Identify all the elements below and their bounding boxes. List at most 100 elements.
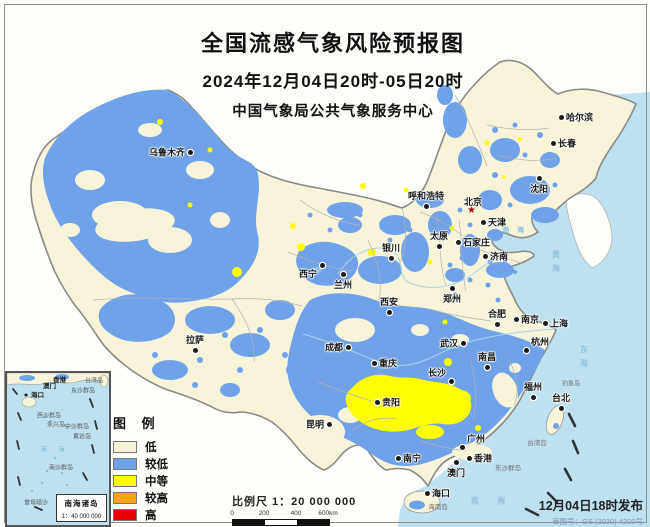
- city-label: 银川: [381, 243, 401, 253]
- sea-name-label: 南 海: [470, 496, 514, 506]
- scale-tick: 400: [290, 510, 302, 517]
- city-label: 海口: [432, 488, 451, 499]
- legend-swatch: [113, 457, 137, 470]
- publish-info: 12月04日18时发布 审图号：GS (2020) 4200号: [539, 495, 643, 527]
- city-label: 西安: [379, 297, 399, 307]
- city-label: 昆明: [305, 419, 324, 430]
- city-dot-icon: [374, 399, 380, 405]
- inset-label: 台湾岛: [85, 378, 104, 385]
- legend-item-label: 低: [145, 441, 157, 454]
- city-dot-icon: [484, 364, 490, 370]
- scale-label: 比例尺 1：20 000 000: [232, 496, 357, 508]
- scale-tick: 600km: [318, 510, 338, 517]
- legend-swatch: [113, 440, 137, 453]
- inset-label: 南沙群岛: [49, 465, 74, 472]
- city-dot-icon: [513, 316, 519, 322]
- city-label: 西宁: [298, 269, 317, 279]
- city-label: 长春: [558, 138, 577, 149]
- city-dot-icon: [187, 149, 193, 155]
- city-dot-icon: [558, 114, 564, 120]
- island-name-label: 东沙群岛: [495, 465, 521, 472]
- legend-item: 低: [113, 438, 168, 455]
- city-label: 南京: [521, 314, 540, 325]
- city-dot-icon: [459, 444, 465, 450]
- scale-bar: 比例尺 1：20 000 000 0 200 400 600km: [230, 493, 357, 526]
- city-dot-icon: [395, 455, 401, 461]
- inset-scale: 1：40 000 000: [61, 514, 102, 520]
- city-label: 哈尔滨: [566, 112, 594, 123]
- city-dot-icon: [319, 262, 325, 268]
- legend-item: 高: [113, 506, 168, 523]
- inset-label: 澳门: [43, 383, 56, 390]
- city-dot-icon: [455, 239, 461, 245]
- inset-label: 西沙群岛: [37, 413, 62, 420]
- inset-canvas: [7, 373, 109, 511]
- inset-caption-box: 南海诸岛 1：40 000 000: [56, 494, 107, 522]
- scale-segment: [265, 520, 297, 525]
- city-dot-icon: [345, 344, 351, 350]
- city-label: 乌鲁木齐: [148, 147, 185, 158]
- city-label: 上海: [550, 318, 569, 329]
- city-dot-icon: [480, 219, 486, 225]
- city-dot-icon: [482, 253, 488, 259]
- inset-label: 东沙群岛: [71, 388, 96, 395]
- inset-label: 中沙群岛: [65, 424, 90, 431]
- city-label: 太原: [429, 231, 449, 241]
- city-label: 呼和浩特: [407, 191, 445, 201]
- city-label: 济南: [490, 251, 509, 262]
- city-label: 贵阳: [382, 397, 401, 408]
- province-borders: [92, 94, 557, 452]
- sea-name-label: 东海: [579, 345, 589, 373]
- city-dot-icon: [326, 421, 332, 427]
- city-label: 武汉: [439, 338, 458, 349]
- city-label: 广州: [467, 434, 486, 444]
- legend: 图 例 低较低 中等 较高高: [113, 413, 168, 523]
- inset-title: 南海诸岛: [64, 499, 99, 508]
- city-dot-icon: [424, 490, 430, 496]
- nine-dash-line: [524, 412, 580, 517]
- issuing-agency: 中国气象局公共气象服务中心: [232, 104, 434, 120]
- city-dot-icon: [523, 347, 529, 353]
- city-dot-icon: [558, 405, 564, 411]
- city-label: 石家庄: [463, 237, 491, 248]
- city-label: 南宁: [403, 453, 422, 464]
- legend-item-label: 中等: [145, 475, 168, 488]
- city-label: 天津: [488, 217, 507, 228]
- legend-item: 较高: [113, 489, 168, 506]
- inset-label: 香港: [53, 377, 66, 384]
- legend-swatch: [113, 474, 137, 487]
- city-label: 沈阳: [529, 184, 549, 194]
- city-dot-icon: [436, 243, 442, 249]
- qinghai-lake: [312, 267, 322, 273]
- city-dot-icon: [494, 321, 500, 327]
- legend-items: 低较低中等 较高高: [113, 438, 168, 523]
- legend-item-label: 较低: [145, 458, 168, 471]
- scale-tick: 200: [258, 510, 270, 517]
- city-label: 杭州: [531, 337, 550, 347]
- city-label: 香港: [474, 453, 493, 464]
- city-dot-icon: [542, 320, 548, 326]
- inset-label: 永兴岛: [47, 422, 66, 429]
- city-dot-icon: [453, 459, 459, 465]
- city-label: 成都: [324, 342, 343, 353]
- legend-swatch: [113, 508, 137, 521]
- scale-ticks: 0 200 400 600km: [230, 510, 342, 518]
- city-label: 兰州: [333, 280, 353, 290]
- city-dot-icon: [192, 347, 198, 353]
- city-dot-icon: [449, 285, 455, 291]
- legend-item-label: 高: [145, 509, 157, 522]
- scale-tick: 0: [230, 510, 234, 517]
- inset-label: 海口: [31, 392, 44, 399]
- map-approval-number: 审图号：GS (2020) 4200号: [552, 517, 643, 526]
- scale-segment: [297, 520, 329, 525]
- city-dot-icon: [448, 378, 454, 384]
- sea-name-label: 渤海: [502, 227, 532, 234]
- island-name-label: 海南岛: [428, 504, 448, 511]
- legend-item: 中等: [113, 472, 168, 489]
- south-china-sea-inset: 香港 澳门 台湾岛 东沙群岛 海口 西沙群岛 永兴岛 中沙群岛 黄岩岛南 海南沙群岛 曾母暗沙 南…: [5, 371, 111, 527]
- rivers: [302, 247, 555, 367]
- hainan-blue-patch: [409, 500, 425, 510]
- city-label: 合肥: [487, 309, 507, 319]
